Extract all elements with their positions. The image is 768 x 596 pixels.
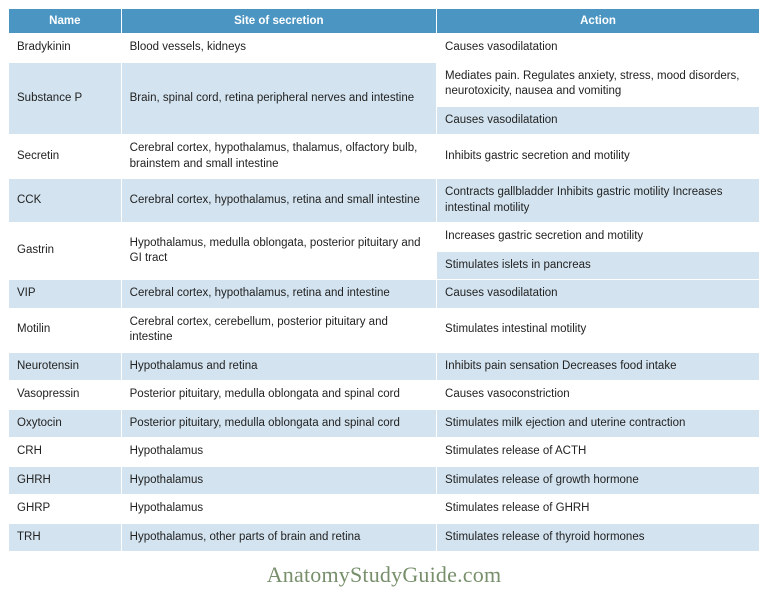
cell-site: Posterior pituitary, medulla oblongata a… <box>121 381 436 410</box>
table-row: MotilinCerebral cortex, cerebellum, post… <box>9 308 760 352</box>
cell-name: VIP <box>9 280 122 309</box>
cell-site: Hypothalamus, other parts of brain and r… <box>121 523 436 552</box>
cell-action: Stimulates release of GHRH <box>437 495 760 524</box>
cell-name: CRH <box>9 438 122 467</box>
header-site: Site of secretion <box>121 9 436 34</box>
hormone-table: Name Site of secretion Action Bradykinin… <box>8 8 760 552</box>
cell-action: Mediates pain. Regulates anxiety, stress… <box>437 62 760 106</box>
cell-action: Causes vasoconstriction <box>437 381 760 410</box>
cell-name: Gastrin <box>9 223 122 280</box>
cell-name: CCK <box>9 179 122 223</box>
cell-action: Stimulates release of thyroid hormones <box>437 523 760 552</box>
header-action: Action <box>437 9 760 34</box>
cell-name: Secretin <box>9 135 122 179</box>
cell-name: GHRP <box>9 495 122 524</box>
cell-site: Hypothalamus <box>121 495 436 524</box>
cell-name: Bradykinin <box>9 34 122 63</box>
cell-site: Hypothalamus <box>121 438 436 467</box>
cell-name: TRH <box>9 523 122 552</box>
cell-action: Stimulates release of growth hormone <box>437 466 760 495</box>
watermark-text: AnatomyStudyGuide.com <box>8 552 760 588</box>
cell-name: Motilin <box>9 308 122 352</box>
table-row: GastrinHypothalamus, medulla oblongata, … <box>9 223 760 252</box>
table-row: VasopressinPosterior pituitary, medulla … <box>9 381 760 410</box>
table-row: VIPCerebral cortex, hypothalamus, retina… <box>9 280 760 309</box>
cell-action: Stimulates milk ejection and uterine con… <box>437 409 760 438</box>
cell-site: Cerebral cortex, hypothalamus, thalamus,… <box>121 135 436 179</box>
cell-action: Causes vasodilatation <box>437 280 760 309</box>
cell-action: Stimulates intestinal motility <box>437 308 760 352</box>
table-row: CRHHypothalamusStimulates release of ACT… <box>9 438 760 467</box>
cell-site: Hypothalamus <box>121 466 436 495</box>
cell-action: Stimulates release of ACTH <box>437 438 760 467</box>
table-header-row: Name Site of secretion Action <box>9 9 760 34</box>
table-body: BradykininBlood vessels, kidneysCauses v… <box>9 34 760 552</box>
cell-site: Posterior pituitary, medulla oblongata a… <box>121 409 436 438</box>
cell-site: Cerebral cortex, hypothalamus, retina an… <box>121 179 436 223</box>
cell-action: Inhibits gastric secretion and motility <box>437 135 760 179</box>
cell-action: Contracts gallbladder Inhibits gastric m… <box>437 179 760 223</box>
table-row: TRHHypothalamus, other parts of brain an… <box>9 523 760 552</box>
cell-name: Substance P <box>9 62 122 135</box>
cell-site: Hypothalamus and retina <box>121 352 436 381</box>
cell-name: Vasopressin <box>9 381 122 410</box>
cell-name: Neurotensin <box>9 352 122 381</box>
cell-site: Brain, spinal cord, retina peripheral ne… <box>121 62 436 135</box>
table-row: SecretinCerebral cortex, hypothalamus, t… <box>9 135 760 179</box>
table-row: OxytocinPosterior pituitary, medulla obl… <box>9 409 760 438</box>
table-row: NeurotensinHypothalamus and retinaInhibi… <box>9 352 760 381</box>
table-row: GHRPHypothalamusStimulates release of GH… <box>9 495 760 524</box>
cell-name: Oxytocin <box>9 409 122 438</box>
cell-action: Causes vasodilatation <box>437 106 760 135</box>
cell-action: Increases gastric secretion and motility <box>437 223 760 252</box>
cell-action: Causes vasodilatation <box>437 34 760 63</box>
cell-site: Cerebral cortex, cerebellum, posterior p… <box>121 308 436 352</box>
table-row: Substance PBrain, spinal cord, retina pe… <box>9 62 760 106</box>
cell-action: Stimulates islets in pancreas <box>437 251 760 280</box>
header-name: Name <box>9 9 122 34</box>
table-row: BradykininBlood vessels, kidneysCauses v… <box>9 34 760 63</box>
table-row: GHRHHypothalamusStimulates release of gr… <box>9 466 760 495</box>
table-row: CCKCerebral cortex, hypothalamus, retina… <box>9 179 760 223</box>
cell-site: Cerebral cortex, hypothalamus, retina an… <box>121 280 436 309</box>
cell-site: Blood vessels, kidneys <box>121 34 436 63</box>
cell-action: Inhibits pain sensation Decreases food i… <box>437 352 760 381</box>
cell-site: Hypothalamus, medulla oblongata, posteri… <box>121 223 436 280</box>
cell-name: GHRH <box>9 466 122 495</box>
